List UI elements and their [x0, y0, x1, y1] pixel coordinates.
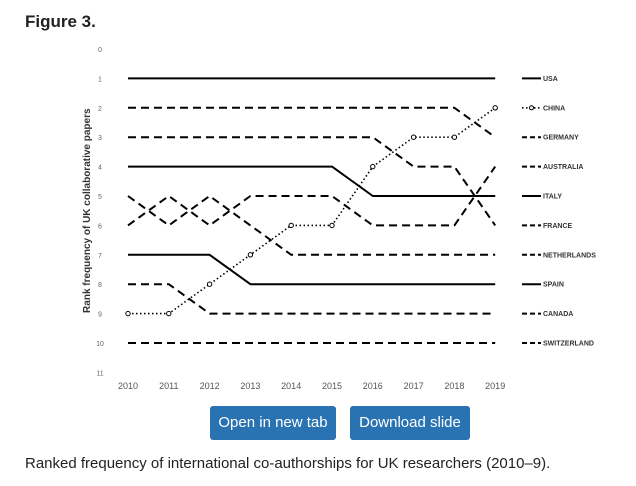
legend-label-usa: USA: [543, 76, 558, 83]
legend-label-italy: ITALY: [543, 194, 562, 201]
figure-caption: Ranked frequency of international co-aut…: [25, 455, 551, 472]
legend-label-germany: GERMANY: [543, 135, 579, 142]
legend-label-china: CHINA: [543, 105, 565, 112]
y-tick-label: 11: [96, 370, 103, 377]
series-line-france: [127, 166, 497, 227]
y-tick-label: 10: [96, 341, 104, 348]
y-tick-label: 4: [98, 165, 102, 172]
y-tick-label: 6: [98, 223, 102, 230]
series-line-germany: [128, 106, 496, 139]
legend-marker-china: [529, 105, 534, 111]
series-line-canada: [128, 283, 496, 315]
data-point-china: [288, 222, 294, 229]
data-point-china: [492, 105, 498, 111]
legend-label-spain: SPAIN: [543, 282, 564, 289]
series-line-australia: [128, 136, 497, 226]
y-axis-label: Rank frequency of UK collaborative paper…: [82, 108, 93, 313]
x-tick-label: 2012: [200, 381, 220, 391]
figure-title: Figure 3.: [25, 12, 96, 31]
x-tick-label: 2010: [118, 381, 138, 391]
x-tick-label: 2018: [444, 381, 464, 391]
x-tick-label: 2011: [159, 381, 178, 391]
data-point-china: [370, 163, 376, 170]
data-point-china: [125, 310, 131, 317]
legend-label-australia: AUSTRALIA: [543, 164, 583, 171]
x-tick-label: 2015: [322, 381, 342, 391]
data-point-china: [247, 252, 254, 258]
y-tick-label: 5: [98, 194, 102, 201]
x-tick-label: 2019: [485, 381, 505, 391]
data-point-china: [329, 222, 335, 229]
y-tick-label: 0: [98, 47, 102, 54]
series-line-spain: [128, 253, 496, 286]
legend-label-canada: CANADA: [543, 311, 573, 318]
data-point-china: [206, 281, 213, 287]
y-tick-label: 2: [98, 106, 102, 113]
legend-label-switzerland: SWITZERLAND: [543, 341, 594, 348]
y-tick-label: 9: [98, 312, 102, 319]
data-point-china: [410, 134, 417, 140]
series-line-netherlands: [127, 195, 496, 256]
y-tick-label: 7: [98, 253, 102, 260]
x-tick-label: 2016: [363, 381, 383, 391]
line-chart: 0 1 2 3 4 5 6 7 8 9 10 11 Rank frequency of UK colla…: [82, 47, 596, 391]
data-point-china: [451, 134, 458, 140]
legend-label-netherlands: NETHERLANDS: [543, 252, 596, 259]
x-tick-label: 2014: [281, 381, 301, 391]
series-line-china: [128, 107, 496, 315]
y-tick-label: 3: [98, 135, 102, 142]
download-slide-button[interactable]: Download slide: [350, 406, 470, 440]
x-tick-label: 2017: [404, 381, 424, 391]
data-point-china: [166, 310, 172, 317]
x-tick-label: 2013: [240, 381, 260, 391]
y-tick-label: 8: [98, 282, 102, 289]
y-tick-label: 1: [98, 76, 102, 83]
series-line-italy: [128, 165, 496, 197]
open-in-new-tab-button[interactable]: Open in new tab: [210, 406, 336, 440]
legend-label-france: FRANCE: [543, 223, 572, 230]
